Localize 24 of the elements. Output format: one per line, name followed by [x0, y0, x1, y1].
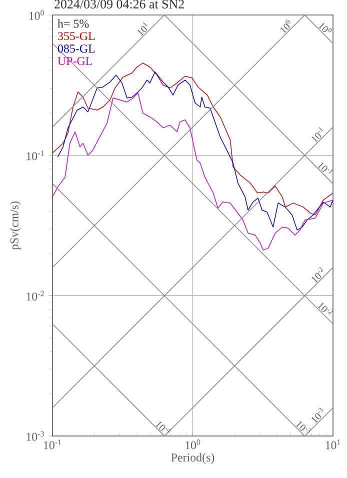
text: 355-GL [58, 32, 95, 40]
y-axis-title: pSv(cm/s) [10, 201, 21, 250]
x-tick-label: 10$^{-1}$ [44, 440, 62, 450]
annotation: 10$^{1}$ [138, 22, 148, 36]
annotation: 10$^{-3}$ [312, 408, 323, 424]
annotation: 10$^{-1}$ [312, 127, 324, 143]
y-tick-label: 10$^{-3}$ [26, 431, 44, 441]
x-tick-label: 10$^{1}$ [326, 440, 340, 450]
annotation: h= 5% [58, 19, 89, 28]
annotation: 10$^{-2}$ [317, 302, 333, 314]
y-tick-label: 10$^{0}$ [29, 10, 44, 20]
x-axis-title: Period(s) [171, 453, 214, 464]
annotation: 10$^{0}$ [318, 22, 332, 32]
annotation: 10$^{-2}$ [312, 267, 324, 283]
chart-title: 2024/03/09 04:26 at SN2 [54, 0, 184, 9]
annotation: 10$^{-1}$ [317, 162, 333, 174]
y-tick-label: 10$^{-2}$ [26, 290, 44, 301]
annotation: 10$^{-3}$ [296, 421, 312, 433]
text: 085-GL [58, 44, 95, 53]
annotation: 10$^{-4}$ [155, 421, 172, 433]
annotation: 10$^{0}$ [280, 20, 290, 34]
text: UP-GL [58, 57, 92, 66]
x-tick-label: 10$^{0}$ [186, 440, 200, 450]
y-tick-label: 10$^{-1}$ [26, 150, 44, 160]
